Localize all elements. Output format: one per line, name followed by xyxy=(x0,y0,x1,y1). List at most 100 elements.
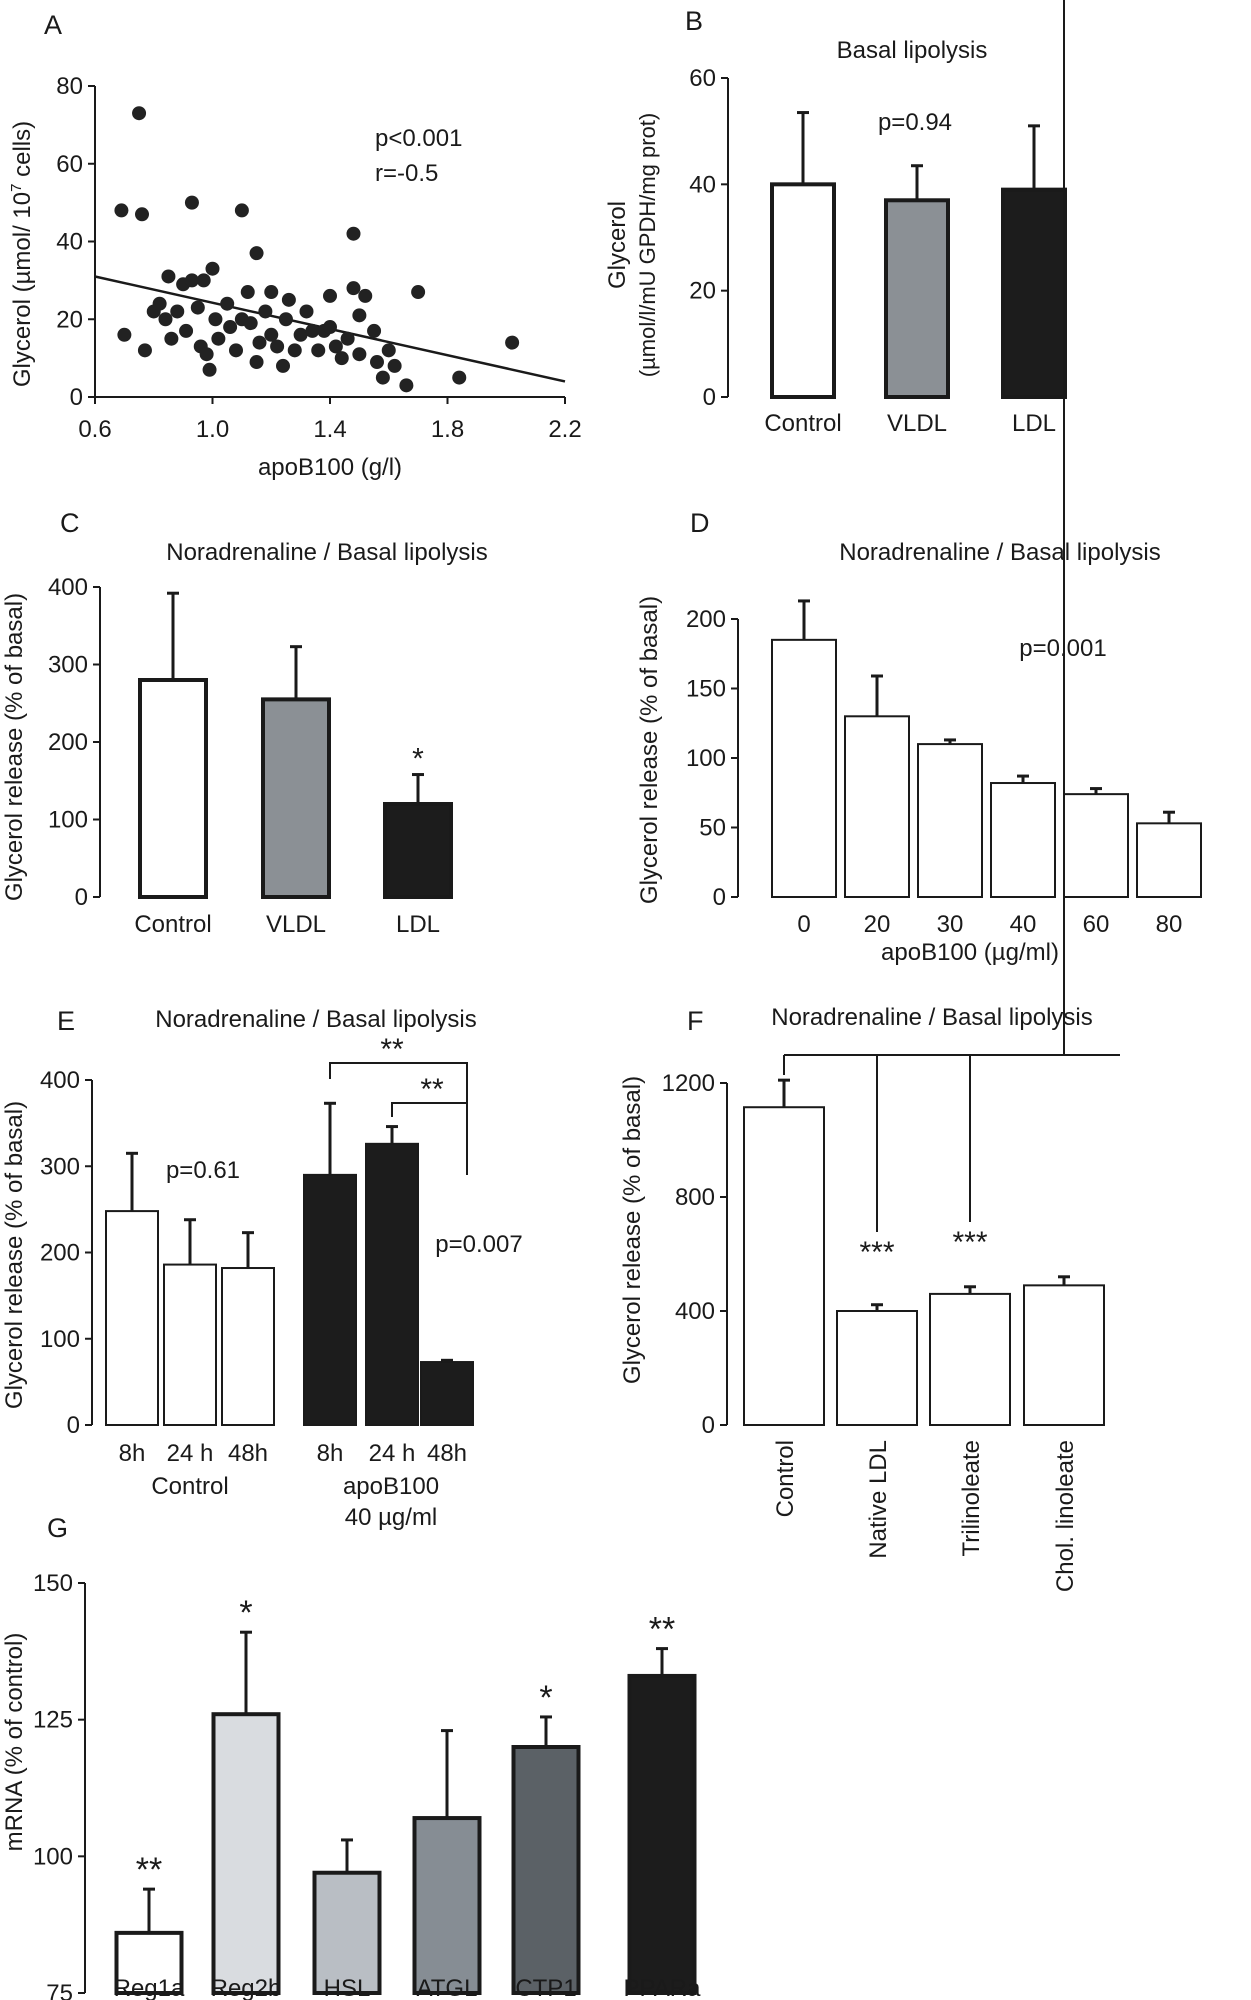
panel-f: F Noradrenaline / Basal lipolysis Glycer… xyxy=(619,0,1120,1592)
panel-e-x-tick-label: 48h xyxy=(228,1440,268,1467)
panel-e-bar xyxy=(365,1142,419,1426)
panel-letter-g: G xyxy=(47,1513,68,1543)
panel-d-bar xyxy=(917,743,983,898)
panel-a-data-point xyxy=(278,312,293,327)
panel-a-data-point xyxy=(164,331,179,346)
panel-g-bar xyxy=(412,1816,482,1995)
panel-f-bar xyxy=(929,1292,1011,1427)
panel-f-x-tick-label: Native LDL xyxy=(865,1440,892,1559)
panel-a-data-point xyxy=(352,308,367,323)
panel-a-r-annotation: r=-0.5 xyxy=(375,160,438,187)
panel-c-bar xyxy=(383,802,453,899)
panel-g-y-axis-label: mRNA (% of control) xyxy=(1,1633,28,1852)
panel-a-data-point xyxy=(211,331,226,346)
panel-a-data-point xyxy=(346,226,361,241)
panel-c-x-tick-label: LDL xyxy=(396,911,440,938)
panel-a-y-tick-label: 20 xyxy=(56,306,83,333)
panel-e-y-tick-label: 300 xyxy=(40,1153,80,1180)
panel-a-data-point xyxy=(170,304,185,319)
panel-a-y-tick-label: 40 xyxy=(56,229,83,256)
panel-a-data-point xyxy=(199,347,214,362)
panel-a-data-point xyxy=(367,323,382,338)
panel-a-data-point xyxy=(305,323,320,338)
panel-g-x-tick-label: CTP1 xyxy=(515,1975,576,2000)
panel-letter-f: F xyxy=(687,1006,704,1036)
panel-a-data-point xyxy=(375,370,390,385)
panel-a-data-point xyxy=(184,195,199,210)
panel-a-data-point xyxy=(117,327,132,342)
panel-e-p-apob: p=0.007 xyxy=(435,1231,522,1258)
panel-d-x-tick-label: 30 xyxy=(937,911,964,938)
panel-a-data-point xyxy=(370,355,384,370)
panel-e-x-tick-label: 8h xyxy=(317,1440,344,1467)
panel-c-y-tick-label: 0 xyxy=(75,884,88,911)
panel-b-title: Basal lipolysis xyxy=(837,37,988,64)
panel-a-x-tick-label: 0.6 xyxy=(78,416,111,443)
panel-d-bar xyxy=(1136,822,1202,899)
panel-a-data-point xyxy=(299,304,314,319)
panel-a-data-point xyxy=(311,343,326,358)
panel-f-significance-marker: *** xyxy=(952,1226,987,1259)
panel-g-y-tick-label: 150 xyxy=(33,1570,73,1597)
panel-e-x-tick-label: 24 h xyxy=(167,1440,214,1467)
panel-f-significance-marker: *** xyxy=(1046,0,1081,7)
panel-f-y-tick-label: 400 xyxy=(675,1298,715,1325)
panel-a-data-point xyxy=(258,304,273,319)
panel-a-x-tick-label: 1.0 xyxy=(196,416,229,443)
panel-b-y-tick-label: 40 xyxy=(689,171,716,198)
panel-e-y-axis-label: Glycerol release (% of basal) xyxy=(1,1101,28,1409)
panel-a-data-point xyxy=(287,343,302,358)
panel-d-bar xyxy=(1063,793,1129,899)
panel-a: A p<0.001 r=-0.5 apoB100 (g/l) Glycerol … xyxy=(8,10,582,481)
panel-b-bar xyxy=(770,182,836,399)
panel-b-x-tick-label: LDL xyxy=(1012,410,1056,437)
panel-b-y-axis-label-line1: Glycerol xyxy=(604,201,631,289)
panel-b-y-axis-label-line2: (µmol/l/mU GPDH/mg prot) xyxy=(635,113,660,377)
panel-g-significance-marker: ** xyxy=(136,1851,162,1889)
panel-c-y-tick-label: 300 xyxy=(48,652,88,679)
panel-e-bracket-outer xyxy=(329,1062,468,1175)
panel-d-y-axis-label: Glycerol release (% of basal) xyxy=(636,596,663,904)
panel-letter-b: B xyxy=(685,6,703,36)
panel-e-y-tick-label: 400 xyxy=(40,1067,80,1094)
panel-a-data-point xyxy=(293,327,308,342)
panel-c-significance-marker: * xyxy=(412,743,424,776)
panel-b-y-tick-label: 0 xyxy=(703,384,716,411)
panel-a-data-point xyxy=(252,335,267,350)
panel-e-group-label-apob: apoB100 xyxy=(343,1473,439,1500)
panel-a-data-point xyxy=(505,335,520,350)
panel-f-y-tick-label: 800 xyxy=(675,1184,715,1211)
panel-a-data-point xyxy=(132,106,147,121)
panel-a-data-point xyxy=(381,343,396,358)
panel-a-data-point xyxy=(452,370,467,385)
panel-f-bar xyxy=(836,1310,918,1426)
panel-e-y-tick-label: 0 xyxy=(67,1412,80,1439)
panel-letter-d: D xyxy=(690,508,710,538)
panel-g-significance-marker: ** xyxy=(649,1611,675,1649)
panel-a-data-point xyxy=(158,312,173,327)
panel-e-x-tick-label: 8h xyxy=(119,1440,146,1467)
panel-a-data-point xyxy=(179,323,194,338)
panel-g-y-tick-label: 75 xyxy=(46,1980,73,2000)
panel-c-x-tick-label: Control xyxy=(134,911,211,938)
panel-a-data-point xyxy=(264,327,279,342)
panel-a-data-point xyxy=(137,343,152,358)
panel-b-bar xyxy=(1001,187,1067,399)
panel-b-y-tick-label: 60 xyxy=(689,65,716,92)
panel-e-bracket-inner xyxy=(391,1102,467,1117)
panel-e-y-tick-label: 100 xyxy=(40,1326,80,1353)
panel-a-data-point xyxy=(205,261,220,276)
panel-a-data-point xyxy=(352,347,367,362)
panel-a-data-point xyxy=(346,281,361,296)
panel-c-y-axis-label: Glycerol release (% of basal) xyxy=(1,593,28,901)
panel-e-group-label-dose: 40 µg/ml xyxy=(345,1504,438,1531)
panel-d-bar xyxy=(771,638,837,898)
panel-b-x-tick-label: Control xyxy=(764,410,841,437)
panel-a-data-point xyxy=(387,358,402,373)
panel-a-data-point xyxy=(264,285,279,300)
panel-a-data-point xyxy=(323,288,337,303)
panel-e-bar xyxy=(303,1173,357,1426)
panel-a-data-point xyxy=(196,273,211,288)
panel-a-x-tick-label: 2.2 xyxy=(548,416,581,443)
panel-a-data-point xyxy=(358,288,373,303)
